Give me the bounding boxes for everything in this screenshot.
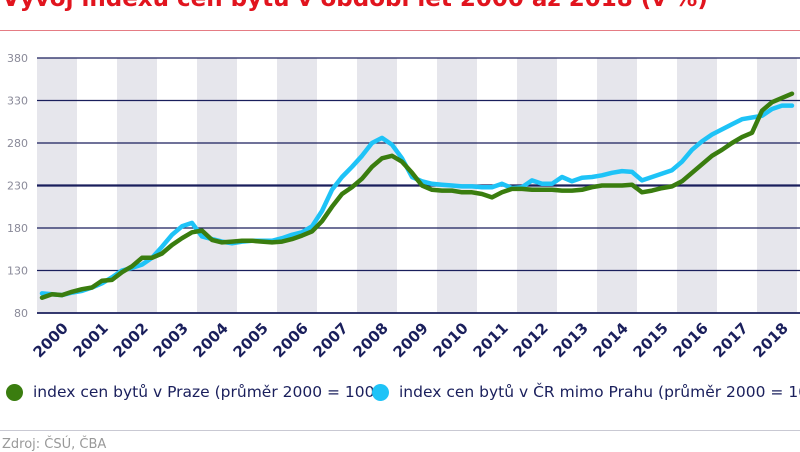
source-note: Zdroj: ČSÚ, ČBA bbox=[2, 437, 107, 452]
legend-label: index cen bytů v ČR mimo Prahu (průměr 2… bbox=[399, 383, 800, 401]
line-chart: 80 130 180 230 280 330 380 20002001200220032004… bbox=[7, 52, 800, 361]
legend-label: index cen bytů v Praze (průměr 2000 = 10… bbox=[33, 383, 381, 401]
x-tick-label: 2001 bbox=[70, 319, 112, 361]
x-tick-label: 2008 bbox=[350, 319, 392, 361]
x-tick-label: 2004 bbox=[190, 319, 232, 361]
x-tick-label: 2005 bbox=[230, 319, 272, 361]
y-tick-label: 130 bbox=[7, 265, 28, 278]
source-divider bbox=[0, 430, 800, 431]
x-tick-label: 2016 bbox=[670, 319, 712, 361]
legend-item-rest: index cen bytů v ČR mimo Prahu (průměr 2… bbox=[372, 383, 800, 401]
legend-dot-green-icon bbox=[6, 383, 23, 401]
y-tick-label: 80 bbox=[14, 307, 28, 320]
y-tick-label: 230 bbox=[7, 180, 28, 193]
x-tick-label: 2015 bbox=[630, 319, 672, 361]
y-tick-label: 280 bbox=[7, 137, 28, 150]
x-tick-label: 2006 bbox=[270, 319, 312, 361]
legend-dot-blue-icon bbox=[372, 383, 389, 401]
y-tick-label: 180 bbox=[7, 222, 28, 235]
y-tick-label: 330 bbox=[7, 95, 28, 108]
series-line-prague bbox=[39, 91, 795, 300]
x-tick-label: 2012 bbox=[510, 319, 552, 361]
x-tick-label: 2018 bbox=[750, 319, 792, 361]
title-divider bbox=[0, 30, 800, 31]
chart-title: Vývoj indexu cen bytů v období let 2000 … bbox=[2, 0, 708, 12]
x-tick-label: 2003 bbox=[150, 319, 192, 361]
x-tick-label: 2000 bbox=[30, 319, 72, 361]
x-tick-label: 2011 bbox=[470, 319, 512, 361]
x-tick-label: 2017 bbox=[710, 319, 752, 361]
x-tick-label: 2009 bbox=[390, 319, 432, 361]
y-tick-label: 380 bbox=[7, 52, 28, 65]
x-tick-label: 2014 bbox=[590, 319, 632, 361]
legend-item-prague: index cen bytů v Praze (průměr 2000 = 10… bbox=[6, 383, 381, 401]
x-tick-label: 2013 bbox=[550, 319, 592, 361]
x-tick-label: 2007 bbox=[310, 319, 352, 361]
x-tick-label: 2002 bbox=[110, 319, 152, 361]
x-tick-label: 2010 bbox=[430, 319, 472, 361]
